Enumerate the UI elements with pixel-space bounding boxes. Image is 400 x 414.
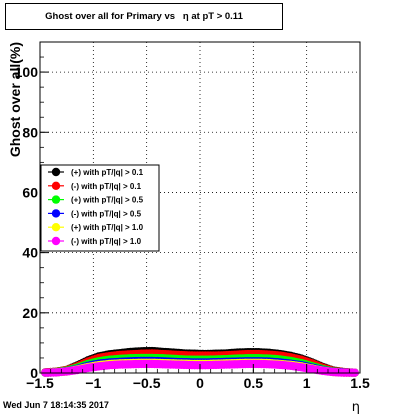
chart-title: Ghost over all for Primary vs η at pT > … <box>5 3 283 30</box>
x-axis-label: η <box>352 400 360 414</box>
legend-label: (-) with pT/|q| > 0.5 <box>71 209 142 218</box>
legend-label: (+) with pT/|q| > 0.5 <box>71 196 144 205</box>
y-tick-label: 20 <box>22 305 38 321</box>
axis-ticks <box>39 41 361 374</box>
legend-marker <box>51 223 61 232</box>
legend-label: (-) with pT/|q| > 0.1 <box>71 182 142 191</box>
y-axis-label: Ghost over all(%) <box>7 42 23 157</box>
legend-label: (+) with pT/|q| > 1.0 <box>71 223 144 232</box>
legend-marker <box>51 209 61 218</box>
legend-label: (-) with pT/|q| > 1.0 <box>71 237 142 246</box>
grid <box>40 42 360 373</box>
series-group <box>41 359 359 377</box>
y-tick-label: 100 <box>15 64 39 80</box>
y-tick-label: 40 <box>22 245 38 261</box>
legend-box <box>40 164 160 252</box>
legend-marker <box>51 195 61 204</box>
x-tick-label: −0.5 <box>133 375 161 391</box>
x-tick-label: −1 <box>85 375 101 391</box>
legend-marker <box>51 236 61 246</box>
x-tick-label: 1.5 <box>350 375 370 391</box>
x-tick-label: −1.5 <box>26 375 54 391</box>
y-tick-label: 80 <box>22 124 38 140</box>
legend-marker <box>51 167 61 177</box>
timestamp-footer: Wed Jun 7 18:14:35 2017 <box>3 400 109 410</box>
y-tick-label: 0 <box>30 365 38 381</box>
y-tick-label: 60 <box>22 184 38 200</box>
legend: (+) with pT/|q| > 0.1 (-) with pT/|q| > 0… <box>40 164 160 252</box>
legend-label: (+) with pT/|q| > 0.1 <box>71 168 144 177</box>
legend-marker <box>51 181 61 190</box>
x-tick-label: 1 <box>303 375 311 391</box>
x-tick-label: 0 <box>196 375 204 391</box>
x-tick-label: 0.5 <box>244 375 264 391</box>
